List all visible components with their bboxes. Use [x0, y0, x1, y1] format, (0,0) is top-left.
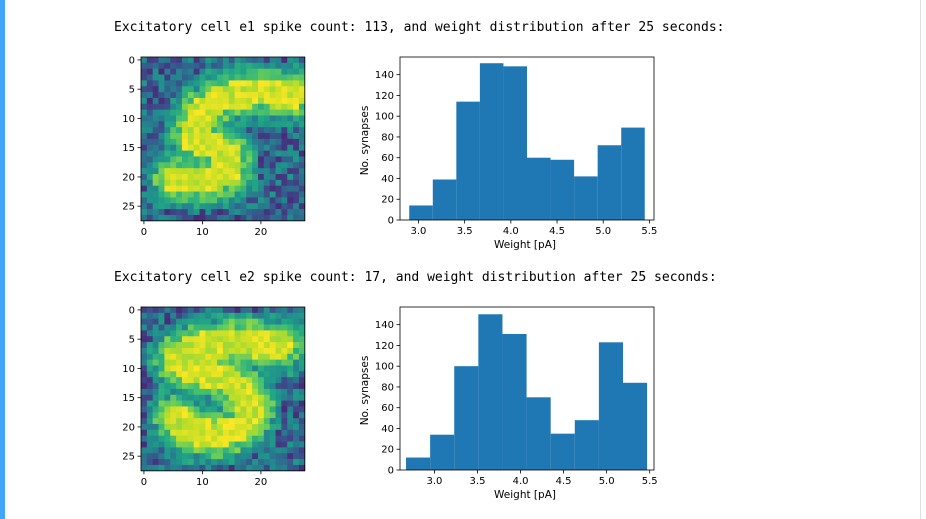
- x-tick-label: 3.0: [426, 476, 442, 487]
- histogram-bar: [479, 63, 504, 221]
- histogram-bar: [574, 420, 599, 470]
- y-tick-label: 10: [122, 364, 135, 375]
- x-tick-label: 4.5: [549, 226, 565, 237]
- x-tick-label: 5.0: [599, 476, 615, 487]
- histogram-bar: [409, 205, 433, 220]
- y-tick-label: 20: [381, 195, 394, 206]
- plot-frame: [399, 306, 655, 471]
- y-tick-label: 5: [129, 335, 135, 346]
- output-heading: Excitatory cell e1 spike count: 113, and…: [114, 20, 725, 35]
- x-tick-label: 0: [141, 227, 147, 238]
- y-tick-label: 0: [129, 305, 135, 316]
- y-tick-label: 25: [122, 202, 135, 213]
- y-tick-label: 40: [381, 424, 394, 435]
- y-tick-label: 60: [381, 153, 394, 164]
- x-tick-label: 4.0: [503, 226, 519, 237]
- x-tick-label: 10: [196, 227, 209, 238]
- x-tick-label: 4.0: [513, 476, 529, 487]
- histogram-bar: [526, 397, 551, 470]
- y-tick-label: 120: [375, 91, 394, 102]
- x-axis-label: Weight [pA]: [494, 489, 556, 501]
- x-tick-label: 3.5: [470, 476, 486, 487]
- y-tick-label: 20: [122, 422, 135, 433]
- y-tick-label: 100: [375, 362, 394, 373]
- y-tick-label: 10: [122, 114, 135, 125]
- y-tick-label: 15: [122, 143, 135, 154]
- histogram-bar: [503, 66, 527, 220]
- x-tick-label: 3.0: [411, 226, 427, 237]
- y-tick-label: 140: [375, 70, 394, 81]
- histogram-bar: [623, 382, 648, 470]
- x-tick-label: 5.0: [595, 226, 611, 237]
- x-tick-label: 0: [141, 477, 147, 488]
- x-tick-label: 10: [196, 477, 209, 488]
- y-tick-label: 140: [375, 320, 394, 331]
- y-tick-label: 15: [122, 393, 135, 404]
- cell-selection-bar: [0, 0, 5, 519]
- histogram-bar: [502, 333, 527, 470]
- y-tick-label: 40: [381, 174, 394, 185]
- y-tick-label: 5: [129, 85, 135, 96]
- x-tick-label: 20: [255, 227, 268, 238]
- x-tick-label: 3.5: [457, 226, 473, 237]
- histogram-bar: [456, 101, 480, 220]
- image-frame: [140, 306, 306, 472]
- output-figure: 0 5 10 15 20 25 0 10 20 0 20 40 60 80 100 120 140 3.0 3.5 4…: [122, 305, 658, 501]
- x-tick-label: 20: [255, 477, 268, 488]
- histogram-bar: [597, 145, 622, 220]
- y-tick-label: 80: [381, 132, 394, 143]
- y-axis-label: No. synapses: [359, 356, 371, 426]
- y-tick-label: 0: [388, 466, 394, 477]
- histogram-bar: [430, 434, 455, 470]
- digit-image: [141, 307, 306, 472]
- histogram-bar: [550, 159, 575, 220]
- histogram-bar: [432, 179, 457, 220]
- y-tick-label: 0: [388, 216, 394, 227]
- y-tick-label: 100: [375, 112, 394, 123]
- histogram-bar: [574, 176, 598, 220]
- image-frame: [140, 56, 306, 222]
- y-tick-label: 0: [129, 55, 135, 66]
- output-cell-1: Excitatory cell e1 spike count: 113, and…: [0, 0, 920, 260]
- output-cell-2: Excitatory cell e2 spike count: 17, and …: [0, 250, 920, 519]
- y-tick-label: 120: [375, 341, 394, 352]
- x-tick-label: 4.5: [556, 476, 572, 487]
- output-figure: 0 5 10 15 20 25 0 10 20 0 20 40 60 80 100 120 140 3.0 3.5 4…: [122, 55, 657, 251]
- x-tick-label: 5.5: [641, 226, 657, 237]
- histogram-bar: [621, 127, 645, 220]
- histogram-bar: [598, 342, 623, 470]
- y-tick-label: 25: [122, 452, 135, 463]
- output-heading: Excitatory cell e2 spike count: 17, and …: [114, 270, 717, 285]
- histogram-bar: [406, 457, 431, 470]
- histogram-bar: [550, 433, 575, 470]
- y-tick-label: 20: [381, 445, 394, 456]
- histogram-bar: [454, 366, 479, 470]
- y-tick-label: 80: [381, 382, 394, 393]
- digit-image: [141, 57, 306, 222]
- histogram-bar: [527, 157, 551, 220]
- histogram-bar: [478, 314, 503, 470]
- plot-frame: [399, 56, 655, 221]
- histogram-bars: [406, 314, 648, 470]
- y-axis-label: No. synapses: [359, 106, 371, 176]
- x-axis-label: Weight [pA]: [494, 239, 556, 251]
- y-tick-label: 20: [122, 172, 135, 183]
- notebook-right-border: [920, 0, 921, 519]
- y-tick-label: 60: [381, 403, 394, 414]
- histogram-bars: [409, 63, 645, 221]
- x-tick-label: 5.5: [642, 476, 658, 487]
